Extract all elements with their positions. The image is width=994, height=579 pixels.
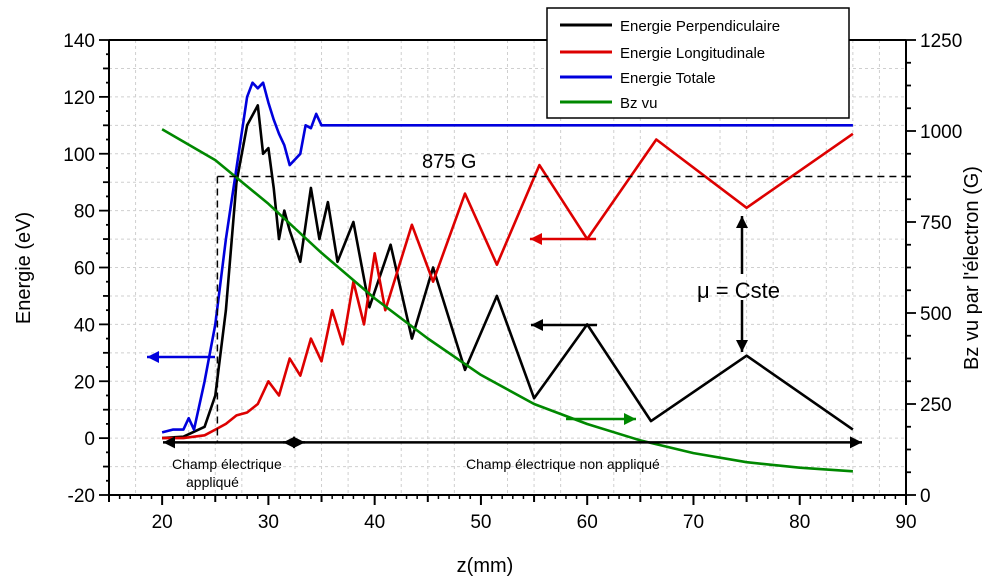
y2-tick-label: 1250 bbox=[920, 31, 962, 52]
y-tick-label: 140 bbox=[63, 31, 95, 52]
arrow-bz-right-axis-head bbox=[624, 413, 636, 425]
annotation-layer: 875 G μ = Cste Champ électrique appliqué… bbox=[147, 151, 906, 490]
arrow-mu-up-head bbox=[736, 216, 748, 228]
series-line-2 bbox=[161, 81, 853, 434]
grid-lines bbox=[108, 39, 906, 496]
legend-label-perpendiculaire: Energie Perpendiculaire bbox=[620, 18, 780, 35]
arrow-totale-left-axis-head bbox=[147, 351, 159, 363]
legend-label-longitudinale: Energie Longitudinale bbox=[620, 45, 765, 62]
y-tick-label: 20 bbox=[74, 372, 95, 393]
y-tick-label: 120 bbox=[63, 88, 95, 109]
y-axis-title: Energie (eV) bbox=[13, 212, 35, 324]
field-applied-label: Champ électrique bbox=[172, 456, 282, 472]
y-tick-label: -20 bbox=[68, 486, 95, 507]
legend-label-bz: Bz vu bbox=[620, 95, 658, 112]
arrow-longitudinale-left-axis-head bbox=[530, 233, 542, 245]
arrow-not-applied-left-head bbox=[283, 436, 295, 449]
x-axis-title: z(mm) bbox=[457, 555, 514, 577]
x-tick-label: 80 bbox=[789, 512, 810, 533]
field-not-applied-label: Champ électrique non appliqué bbox=[466, 456, 660, 472]
field-applied-label-2: appliqué bbox=[186, 474, 239, 490]
x-tick-label: 60 bbox=[577, 512, 598, 533]
series-line-1 bbox=[162, 132, 854, 440]
series-layer bbox=[161, 81, 854, 473]
x-tick-label: 50 bbox=[470, 512, 491, 533]
legend: Energie Perpendiculaire Energie Longitud… bbox=[546, 7, 850, 119]
y2-tick-label: 250 bbox=[920, 395, 952, 416]
x-tick-label: 40 bbox=[364, 512, 385, 533]
y2-tick-label: 0 bbox=[920, 486, 931, 507]
arrow-mu-down-head bbox=[736, 340, 748, 352]
y-tick-label: 0 bbox=[84, 429, 95, 450]
arrow-not-applied-right-head bbox=[850, 436, 862, 449]
y-tick-label: 100 bbox=[63, 145, 95, 166]
series-line-0 bbox=[162, 104, 854, 440]
x-tick-label: 20 bbox=[152, 512, 173, 533]
legend-label-totale: Energie Totale bbox=[620, 70, 716, 87]
y-tick-label: 40 bbox=[74, 315, 95, 336]
arrow-perpendiculaire-left-axis-head bbox=[531, 319, 543, 331]
y2-tick-label: 500 bbox=[920, 304, 952, 325]
y2-tick-label: 750 bbox=[920, 213, 952, 234]
mu-constant-label: μ = Cste bbox=[697, 278, 780, 303]
y2-axis-title: Bz vu par l'électron (G) bbox=[961, 166, 983, 370]
series-line-3 bbox=[161, 128, 853, 473]
x-tick-label: 30 bbox=[258, 512, 279, 533]
arrow-applied-left-head bbox=[163, 436, 175, 449]
level-label-875g: 875 G bbox=[422, 151, 476, 173]
y-tick-label: 80 bbox=[74, 202, 95, 223]
y2-tick-label: 1000 bbox=[920, 122, 962, 143]
x-tick-label: 70 bbox=[683, 512, 704, 533]
y-tick-label: 60 bbox=[74, 259, 95, 280]
x-tick-label: 90 bbox=[895, 512, 916, 533]
